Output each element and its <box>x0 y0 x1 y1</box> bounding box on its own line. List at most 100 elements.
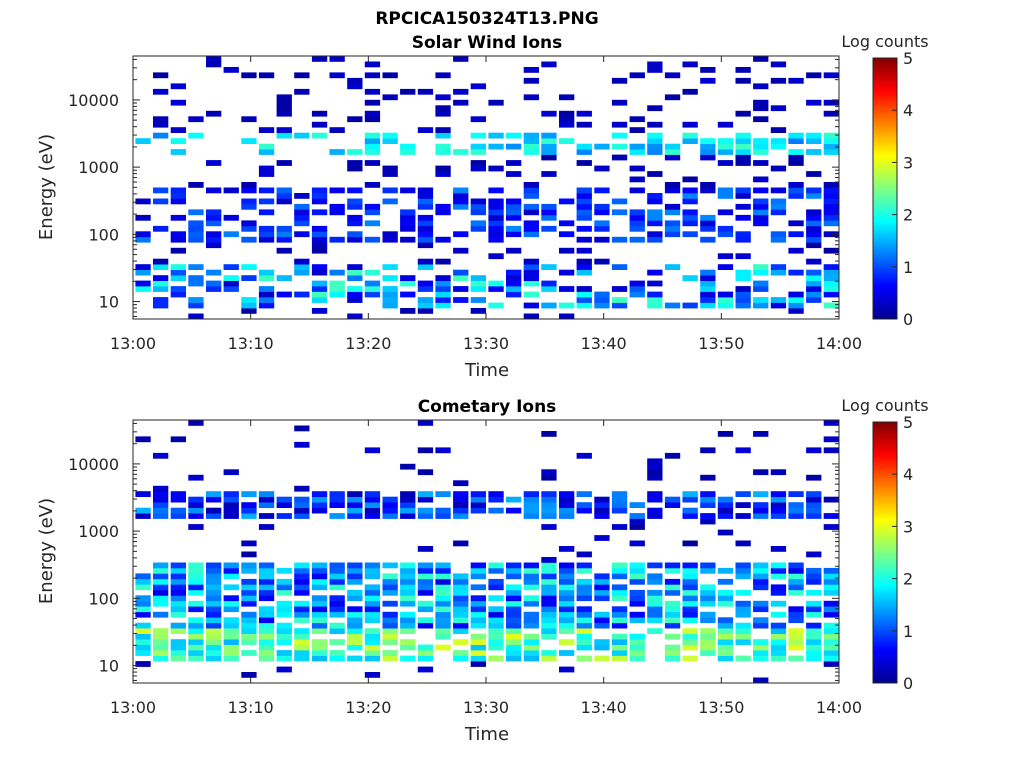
heatmap-cell <box>576 110 592 117</box>
heatmap-cell <box>223 286 239 292</box>
heatmap-cell <box>629 650 645 656</box>
heatmap-cell <box>382 496 398 503</box>
heatmap-cell <box>647 121 663 128</box>
heatmap-cell <box>647 562 663 569</box>
colorbar-tick-label: 1 <box>903 622 913 641</box>
heatmap-cell <box>700 291 716 298</box>
heatmap-cell <box>806 551 822 558</box>
heatmap-cell <box>682 633 698 640</box>
heatmap-cell <box>400 655 416 662</box>
heatmap-cell <box>506 132 522 139</box>
heatmap-cell <box>364 88 381 95</box>
heatmap-cell <box>435 280 451 287</box>
heatmap-cell <box>611 639 628 645</box>
heatmap-cell <box>170 231 186 238</box>
heatmap-cell <box>329 606 345 613</box>
heatmap-cell <box>823 589 839 596</box>
heatmap-cell <box>523 231 539 238</box>
heatmap-cell <box>823 110 839 117</box>
heatmap-cell <box>311 567 328 574</box>
heatmap-cell <box>717 622 734 629</box>
heatmap-cell <box>170 127 186 133</box>
heatmap-cell <box>188 524 204 530</box>
heatmap-cell <box>541 524 557 530</box>
heatmap-cell <box>488 99 504 106</box>
heatmap-cell <box>188 617 204 624</box>
heatmap-cell <box>647 617 663 624</box>
heatmap-cell <box>347 507 363 514</box>
heatmap-cell <box>258 573 275 580</box>
heatmap-cell <box>347 513 363 519</box>
heatmap-cell <box>576 143 592 150</box>
heatmap-cell <box>153 513 169 519</box>
heatmap-cell <box>700 562 716 569</box>
heatmap-cell <box>700 502 716 508</box>
heatmap-cell <box>700 269 716 276</box>
heatmap-cell <box>294 72 310 79</box>
heatmap-cell <box>400 280 416 287</box>
heatmap-cell <box>364 182 381 188</box>
heatmap-cell <box>735 573 751 580</box>
heatmap-cell <box>823 99 839 106</box>
heatmap-cell <box>629 280 645 287</box>
heatmap-cell <box>629 209 645 216</box>
heatmap-cell <box>823 655 839 662</box>
heatmap-cell <box>311 600 328 607</box>
heatmap-cell <box>258 496 275 503</box>
heatmap-cell <box>753 600 769 607</box>
heatmap-cell <box>806 502 822 508</box>
heatmap-cell <box>417 491 434 497</box>
heatmap-cell <box>135 650 151 656</box>
heatmap-cell <box>382 231 398 238</box>
heatmap-cell <box>735 236 751 243</box>
heatmap-cell <box>294 639 310 645</box>
heatmap-cell <box>611 286 628 292</box>
heatmap-cell <box>576 302 592 309</box>
heatmap-cell <box>753 567 769 574</box>
heatmap-cell <box>276 567 292 574</box>
heatmap-cell <box>470 143 486 150</box>
heatmap-cell <box>682 121 698 128</box>
heatmap-cell <box>329 127 345 133</box>
heatmap-cell <box>453 231 469 238</box>
heatmap-cell <box>329 72 345 79</box>
heatmap-cell <box>541 562 557 569</box>
heatmap-cell <box>506 650 522 656</box>
heatmap-cell <box>629 567 645 574</box>
heatmap-cell <box>576 187 592 194</box>
heatmap-cell <box>488 203 504 210</box>
heatmap-cell <box>488 617 504 624</box>
heatmap-cell <box>258 611 275 618</box>
heatmap-cell <box>382 187 398 194</box>
heatmap-cell <box>753 469 769 476</box>
heatmap-cell <box>753 149 769 155</box>
heatmap-cell <box>682 606 698 613</box>
heatmap-cell <box>417 286 434 292</box>
heatmap-cell <box>594 291 610 298</box>
heatmap-cell <box>770 127 787 133</box>
heatmap-cell <box>276 600 292 607</box>
heatmap-cell <box>188 567 204 574</box>
heatmap-cell <box>629 214 645 221</box>
heatmap-cell <box>276 193 292 199</box>
heatmap-cell <box>788 308 804 314</box>
heatmap-cell <box>541 286 557 292</box>
heatmap-cell <box>276 628 292 634</box>
heatmap-cell <box>647 149 663 155</box>
heatmap-cell <box>311 308 328 314</box>
heatmap-cell <box>717 655 734 662</box>
heatmap-cell <box>276 650 292 656</box>
heatmap-cell <box>364 562 381 569</box>
heatmap-cell <box>347 231 363 238</box>
heatmap-cell <box>700 584 716 591</box>
heatmap-cell <box>611 496 628 503</box>
heatmap-cell <box>188 655 204 662</box>
heatmap-cell <box>753 99 769 106</box>
heatmap-cell <box>823 132 839 139</box>
heatmap-cell <box>170 291 186 298</box>
y-axis-label: Energy (eV) <box>36 134 57 240</box>
heatmap-cell <box>188 600 204 607</box>
heatmap-cell <box>541 280 557 287</box>
heatmap-cell <box>453 606 469 613</box>
heatmap-cell <box>347 269 363 276</box>
